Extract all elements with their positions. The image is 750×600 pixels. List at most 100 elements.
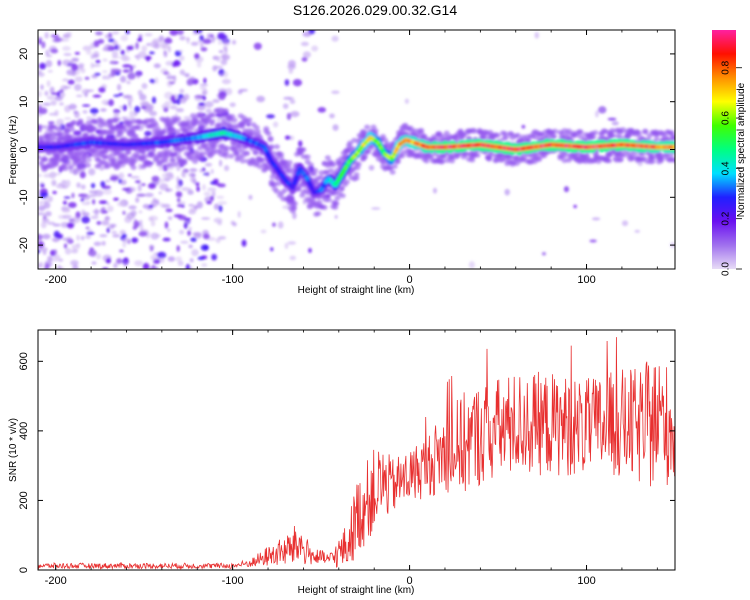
- heatmap-y-tick-label: -20: [18, 237, 30, 253]
- heatmap-noise-cell: [50, 100, 57, 106]
- heatmap-noise-cell: [87, 229, 93, 232]
- heatmap-noise-cell: [59, 102, 64, 106]
- heatmap-halo-cell: [253, 124, 260, 130]
- heatmap-halo-cell: [648, 155, 655, 161]
- snr-frame: [37, 329, 676, 571]
- heatmap-noise-cell: [102, 47, 108, 51]
- heatmap-halo-cell: [577, 134, 584, 140]
- heatmap-noise-cell: [66, 206, 70, 212]
- heatmap-x-tick-label: -200: [45, 274, 67, 286]
- heatmap-noise-cell: [162, 203, 171, 209]
- heatmap-halo-cell: [252, 150, 259, 156]
- heatmap-noise-cell: [225, 87, 233, 96]
- heatmap-noise-cell: [97, 39, 105, 44]
- heatmap-noise-cell: [137, 33, 144, 37]
- heatmap-noise-cell: [44, 263, 50, 269]
- heatmap-halo-cell: [552, 128, 559, 134]
- heatmap-halo-cell: [391, 164, 398, 170]
- heatmap-noise-cell: [232, 39, 237, 45]
- heatmap-noise-cell: [101, 206, 106, 212]
- heatmap-noise-cell: [162, 237, 171, 242]
- heatmap-noise-cell: [38, 249, 41, 254]
- heatmap-noise-cell: [331, 90, 340, 95]
- heatmap-noise-cell: [73, 130, 82, 136]
- heatmap-noise-cell: [63, 85, 72, 89]
- heatmap-noise-cell: [42, 250, 47, 256]
- heatmap-noise-cell: [534, 31, 540, 39]
- heatmap-noise-cell: [100, 108, 107, 112]
- heatmap-noise-cell: [70, 259, 79, 266]
- heatmap-noise-cell: [298, 140, 303, 147]
- heatmap-noise-cell: [126, 186, 136, 193]
- heatmap-noise-cell: [142, 101, 150, 108]
- heatmap-noise-cell: [56, 233, 64, 239]
- snr-plot-area: [38, 330, 675, 570]
- heatmap-noise-cell: [47, 69, 53, 73]
- heatmap-noise-cell: [40, 221, 47, 229]
- heatmap-noise-cell: [210, 168, 214, 175]
- heatmap-noise-cell: [133, 218, 138, 226]
- heatmap-noise-cell: [52, 172, 62, 176]
- heatmap-noise-cell: [76, 182, 81, 188]
- heatmap-noise-cell: [85, 50, 92, 55]
- heatmap-halo-cell: [228, 153, 235, 159]
- heatmap-noise-cell: [201, 91, 207, 95]
- heatmap-noise-cell: [118, 92, 124, 96]
- heatmap-noise-cell: [113, 111, 120, 118]
- heatmap-noise-cell: [80, 184, 86, 190]
- heatmap-noise-cell: [52, 190, 57, 195]
- heatmap-noise-cell: [122, 64, 132, 68]
- heatmap-noise-cell: [204, 162, 213, 167]
- heatmap-noise-cell: [67, 79, 75, 85]
- heatmap-noise-cell: [63, 53, 72, 56]
- heatmap-noise-cell: [206, 200, 212, 205]
- heatmap-noise-cell: [164, 37, 173, 44]
- heatmap-noise-cell: [150, 232, 159, 240]
- heatmap-noise-cell: [221, 78, 232, 85]
- snr-y-tick-label: 600: [18, 352, 30, 370]
- heatmap-noise-cell: [177, 201, 186, 205]
- snr-y-tick-label: 200: [18, 491, 30, 509]
- heatmap-halo-cell: [291, 201, 298, 207]
- heatmap-noise-cell: [211, 190, 216, 198]
- heatmap-noise-cell: [43, 173, 52, 178]
- heatmap-noise-cell: [94, 208, 99, 216]
- heatmap-x-tick-label: 100: [577, 274, 595, 286]
- heatmap-noise-cell: [96, 221, 102, 225]
- heatmap-noise-cell: [59, 37, 64, 42]
- heatmap-noise-cell: [139, 219, 143, 226]
- heatmap-halo-cell: [394, 159, 401, 165]
- heatmap-halo-cell: [149, 148, 156, 154]
- heatmap-noise-cell: [204, 196, 214, 203]
- heatmap-halo-cell: [324, 155, 331, 161]
- heatmap-noise-cell: [175, 183, 181, 191]
- heatmap-noise-cell: [71, 70, 77, 77]
- heatmap-noise-cell: [149, 110, 158, 117]
- heatmap-noise-cell: [212, 55, 222, 59]
- heatmap-noise-cell: [200, 47, 208, 52]
- heatmap-halo-cell: [199, 124, 206, 130]
- heatmap-noise-cell: [125, 30, 130, 35]
- heatmap-noise-cell: [277, 221, 284, 229]
- heatmap-halo-cell: [210, 112, 217, 118]
- heatmap-noise-cell: [152, 38, 162, 44]
- heatmap-noise-cell: [45, 59, 53, 68]
- heatmap-noise-cell: [128, 101, 132, 107]
- heatmap-noise-cell: [50, 34, 60, 38]
- heatmap-noise-cell: [81, 193, 91, 200]
- heatmap-noise-cell: [128, 105, 133, 110]
- heatmap-noise-cell: [52, 223, 61, 227]
- heatmap-noise-cell: [217, 183, 226, 188]
- heatmap-noise-cell: [91, 64, 101, 67]
- heatmap-noise-cell: [169, 105, 178, 110]
- heatmap-halo-cell: [80, 159, 87, 165]
- heatmap-noise-cell: [62, 237, 70, 241]
- heatmap-halo-cell: [629, 156, 636, 162]
- heatmap-noise-cell: [78, 63, 85, 68]
- heatmap-noise-cell: [183, 116, 192, 120]
- heatmap-noise-cell: [99, 166, 104, 171]
- heatmap-halo-cell: [49, 135, 56, 141]
- heatmap-halo-cell: [418, 127, 425, 133]
- heatmap-halo-cell: [131, 158, 138, 164]
- heatmap-noise-cell: [289, 99, 296, 105]
